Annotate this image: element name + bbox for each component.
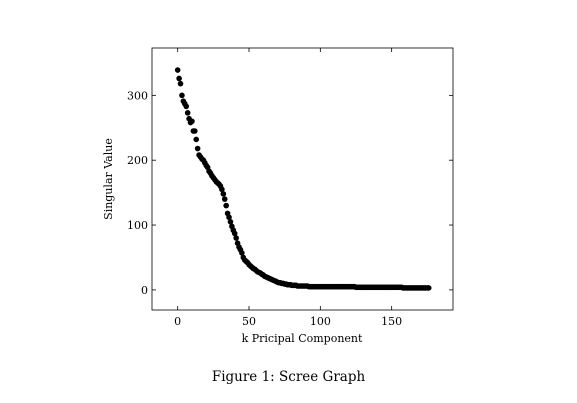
data-point — [233, 235, 239, 241]
y-tick-label: 200 — [127, 154, 148, 167]
x-axis-ticks: 0 50 100 150 — [174, 48, 402, 328]
data-point — [425, 285, 432, 291]
data-point — [221, 196, 228, 202]
figure-caption: Figure 1: Scree Graph — [211, 369, 366, 385]
data-point — [219, 186, 225, 193]
y-axis-ticks: 0 100 200 300 — [127, 89, 453, 297]
data-point — [227, 219, 234, 225]
x-tick-label: 150 — [381, 315, 402, 328]
data-point — [189, 118, 195, 125]
plot-frame — [151, 47, 454, 311]
y-tick-label: 100 — [127, 219, 148, 232]
x-tick-label: 100 — [310, 315, 331, 328]
data-point — [239, 250, 245, 256]
data-point — [191, 128, 198, 134]
data-point — [231, 230, 238, 237]
data-points — [174, 67, 432, 291]
y-axis-label: Singular Value — [102, 138, 115, 220]
data-point — [220, 191, 227, 197]
y-tick-label: 0 — [141, 284, 148, 297]
data-point — [179, 92, 185, 99]
x-tick-label: 50 — [242, 315, 256, 328]
data-point — [176, 75, 182, 82]
x-axis-label: k Pricipal Component — [242, 332, 363, 345]
data-point — [184, 110, 191, 116]
data-point — [194, 145, 201, 152]
data-point — [174, 67, 181, 73]
x-tick-label: 0 — [174, 315, 181, 328]
data-point — [226, 214, 232, 221]
data-point — [177, 80, 184, 87]
data-point — [193, 136, 200, 143]
y-tick-label: 300 — [127, 89, 148, 102]
data-point — [183, 103, 190, 110]
data-point — [223, 202, 229, 209]
